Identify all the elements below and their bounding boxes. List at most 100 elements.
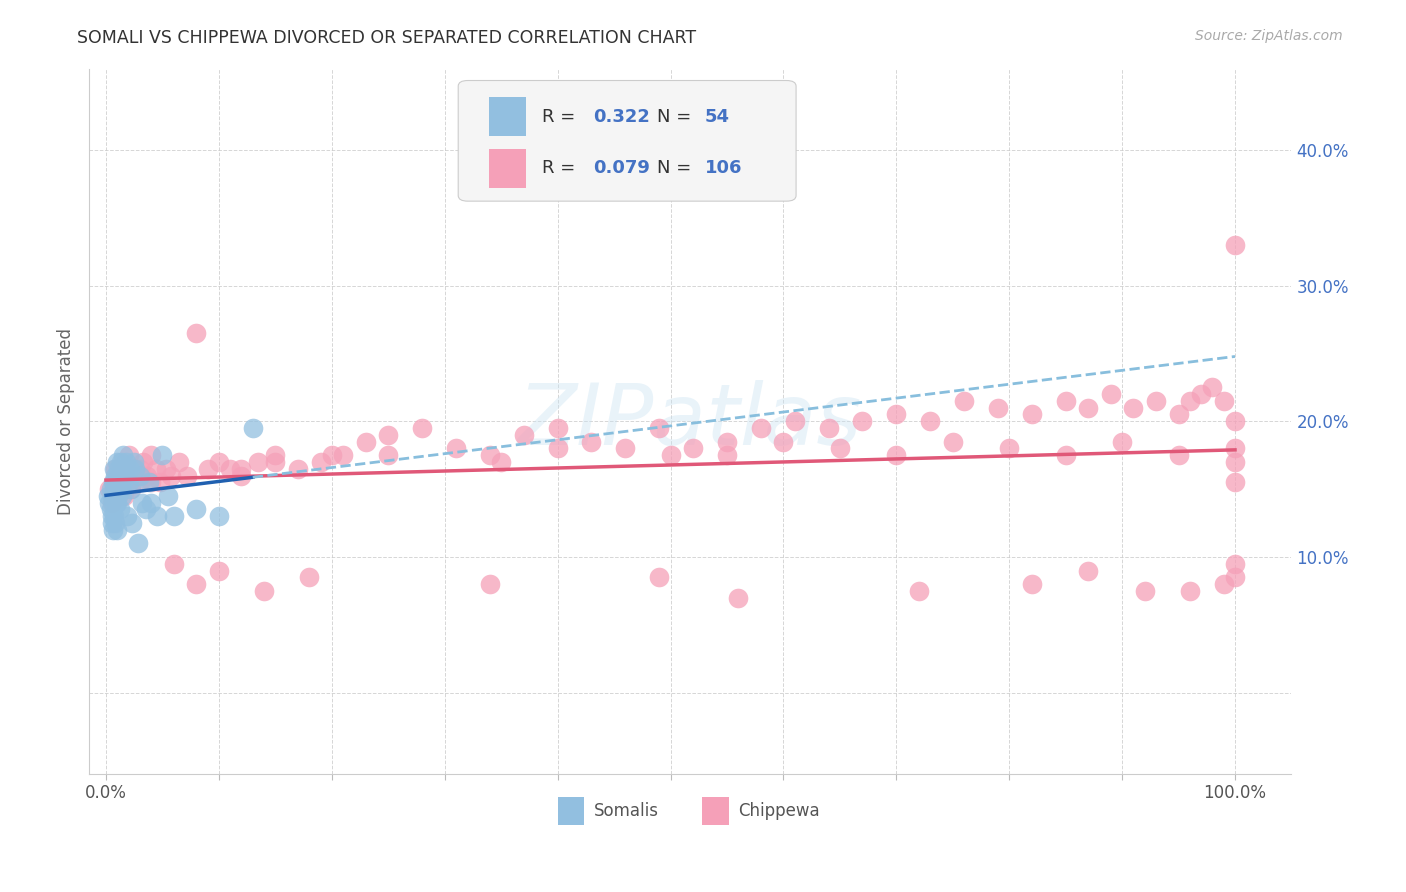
Point	[321, 448, 343, 462]
Point	[149, 475, 172, 490]
Point	[614, 442, 637, 456]
Point	[121, 516, 143, 530]
Point	[1178, 583, 1201, 598]
Point	[1167, 408, 1189, 422]
Point	[377, 427, 399, 442]
Point	[117, 448, 139, 462]
Point	[1223, 238, 1246, 252]
FancyBboxPatch shape	[489, 149, 526, 187]
Point	[208, 509, 231, 524]
Point	[127, 468, 149, 483]
Point	[478, 448, 501, 462]
Point	[145, 462, 167, 476]
FancyBboxPatch shape	[489, 97, 526, 136]
Point	[141, 475, 163, 490]
Point	[97, 489, 120, 503]
Point	[112, 462, 135, 476]
Text: R =: R =	[543, 108, 575, 126]
Point	[124, 462, 146, 476]
Point	[377, 448, 399, 462]
Point	[953, 393, 976, 408]
Point	[287, 462, 309, 476]
Text: N =: N =	[657, 108, 690, 126]
Text: SOMALI VS CHIPPEWA DIVORCED OR SEPARATED CORRELATION CHART: SOMALI VS CHIPPEWA DIVORCED OR SEPARATED…	[77, 29, 696, 46]
Point	[1223, 557, 1246, 571]
Point	[783, 414, 806, 428]
Point	[105, 475, 128, 490]
Point	[1223, 570, 1246, 584]
Point	[111, 462, 134, 476]
Point	[98, 496, 121, 510]
Point	[131, 496, 153, 510]
Point	[104, 462, 127, 476]
Point	[247, 455, 270, 469]
Point	[1122, 401, 1144, 415]
Point	[309, 455, 332, 469]
Point	[186, 326, 208, 340]
Point	[111, 475, 134, 490]
Point	[117, 475, 139, 490]
Point	[105, 455, 128, 469]
Point	[103, 475, 125, 490]
Point	[1111, 434, 1133, 449]
Point	[682, 442, 704, 456]
Point	[135, 468, 157, 483]
Point	[1212, 577, 1234, 591]
Text: N =: N =	[657, 159, 690, 178]
Point	[1144, 393, 1167, 408]
Point	[1223, 455, 1246, 469]
Point	[105, 475, 128, 490]
Text: 54: 54	[704, 108, 730, 126]
Y-axis label: Divorced or Separated: Divorced or Separated	[58, 327, 75, 515]
Point	[659, 448, 682, 462]
Point	[107, 489, 129, 503]
Point	[132, 455, 155, 469]
Point	[186, 502, 208, 516]
Point	[100, 509, 122, 524]
Point	[1054, 448, 1077, 462]
Text: 0.322: 0.322	[593, 108, 650, 126]
Point	[1077, 401, 1099, 415]
Point	[157, 489, 180, 503]
Text: 106: 106	[704, 159, 742, 178]
Point	[242, 421, 264, 435]
Point	[1178, 393, 1201, 408]
Point	[163, 509, 186, 524]
Point	[169, 455, 191, 469]
Point	[716, 448, 738, 462]
Point	[105, 523, 128, 537]
Point	[1189, 387, 1212, 401]
Point	[100, 516, 122, 530]
Point	[197, 462, 219, 476]
Point	[108, 482, 131, 496]
Point	[103, 509, 125, 524]
Point	[478, 577, 501, 591]
Point	[987, 401, 1010, 415]
Point	[111, 448, 134, 462]
Point	[100, 489, 122, 503]
Point	[1223, 414, 1246, 428]
Point	[98, 482, 121, 496]
Point	[884, 408, 907, 422]
Point	[110, 482, 132, 496]
Point	[264, 448, 287, 462]
Point	[547, 421, 569, 435]
Point	[127, 536, 149, 550]
Text: R =: R =	[543, 159, 575, 178]
Point	[103, 462, 125, 476]
Point	[141, 448, 163, 462]
Point	[141, 496, 163, 510]
Point	[920, 414, 942, 428]
FancyBboxPatch shape	[458, 80, 796, 202]
Point	[231, 462, 253, 476]
Point	[104, 489, 127, 503]
Point	[444, 442, 467, 456]
Point	[105, 468, 128, 483]
Point	[176, 468, 198, 483]
Point	[117, 509, 139, 524]
Point	[264, 455, 287, 469]
Text: Somalis: Somalis	[595, 802, 659, 820]
Point	[118, 462, 141, 476]
Point	[908, 583, 931, 598]
Point	[108, 502, 131, 516]
